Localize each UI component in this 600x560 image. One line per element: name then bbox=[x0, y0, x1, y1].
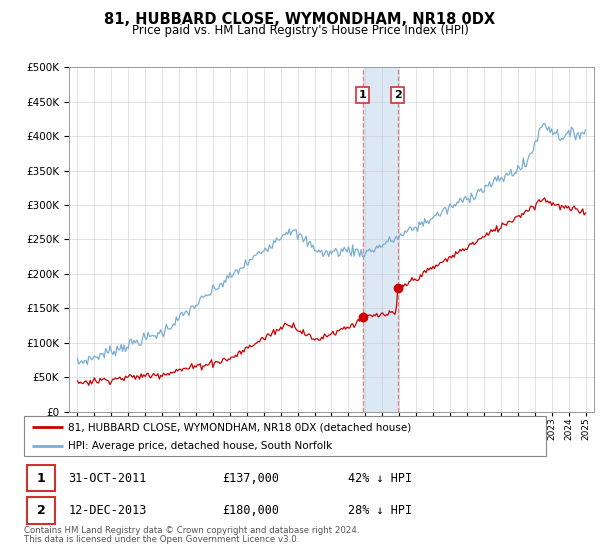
Text: 81, HUBBARD CLOSE, WYMONDHAM, NR18 0DX (detached house): 81, HUBBARD CLOSE, WYMONDHAM, NR18 0DX (… bbox=[68, 422, 412, 432]
Text: 42% ↓ HPI: 42% ↓ HPI bbox=[347, 472, 412, 484]
Text: Contains HM Land Registry data © Crown copyright and database right 2024.: Contains HM Land Registry data © Crown c… bbox=[24, 526, 359, 535]
Text: This data is licensed under the Open Government Licence v3.0.: This data is licensed under the Open Gov… bbox=[24, 534, 299, 544]
Text: 81, HUBBARD CLOSE, WYMONDHAM, NR18 0DX: 81, HUBBARD CLOSE, WYMONDHAM, NR18 0DX bbox=[104, 12, 496, 27]
Text: £137,000: £137,000 bbox=[223, 472, 280, 484]
FancyBboxPatch shape bbox=[24, 416, 546, 456]
FancyBboxPatch shape bbox=[26, 465, 55, 492]
Text: 31-OCT-2011: 31-OCT-2011 bbox=[68, 472, 147, 484]
Text: HPI: Average price, detached house, South Norfolk: HPI: Average price, detached house, Sout… bbox=[68, 441, 332, 451]
Text: 2: 2 bbox=[394, 90, 402, 100]
Bar bbox=[362, 67, 398, 412]
Text: 2: 2 bbox=[37, 504, 46, 517]
Text: 1: 1 bbox=[359, 90, 367, 100]
Text: Price paid vs. HM Land Registry's House Price Index (HPI): Price paid vs. HM Land Registry's House … bbox=[131, 24, 469, 36]
Text: 1: 1 bbox=[37, 472, 46, 484]
Text: 28% ↓ HPI: 28% ↓ HPI bbox=[347, 504, 412, 517]
Text: 12-DEC-2013: 12-DEC-2013 bbox=[68, 504, 147, 517]
Text: £180,000: £180,000 bbox=[223, 504, 280, 517]
FancyBboxPatch shape bbox=[26, 497, 55, 524]
